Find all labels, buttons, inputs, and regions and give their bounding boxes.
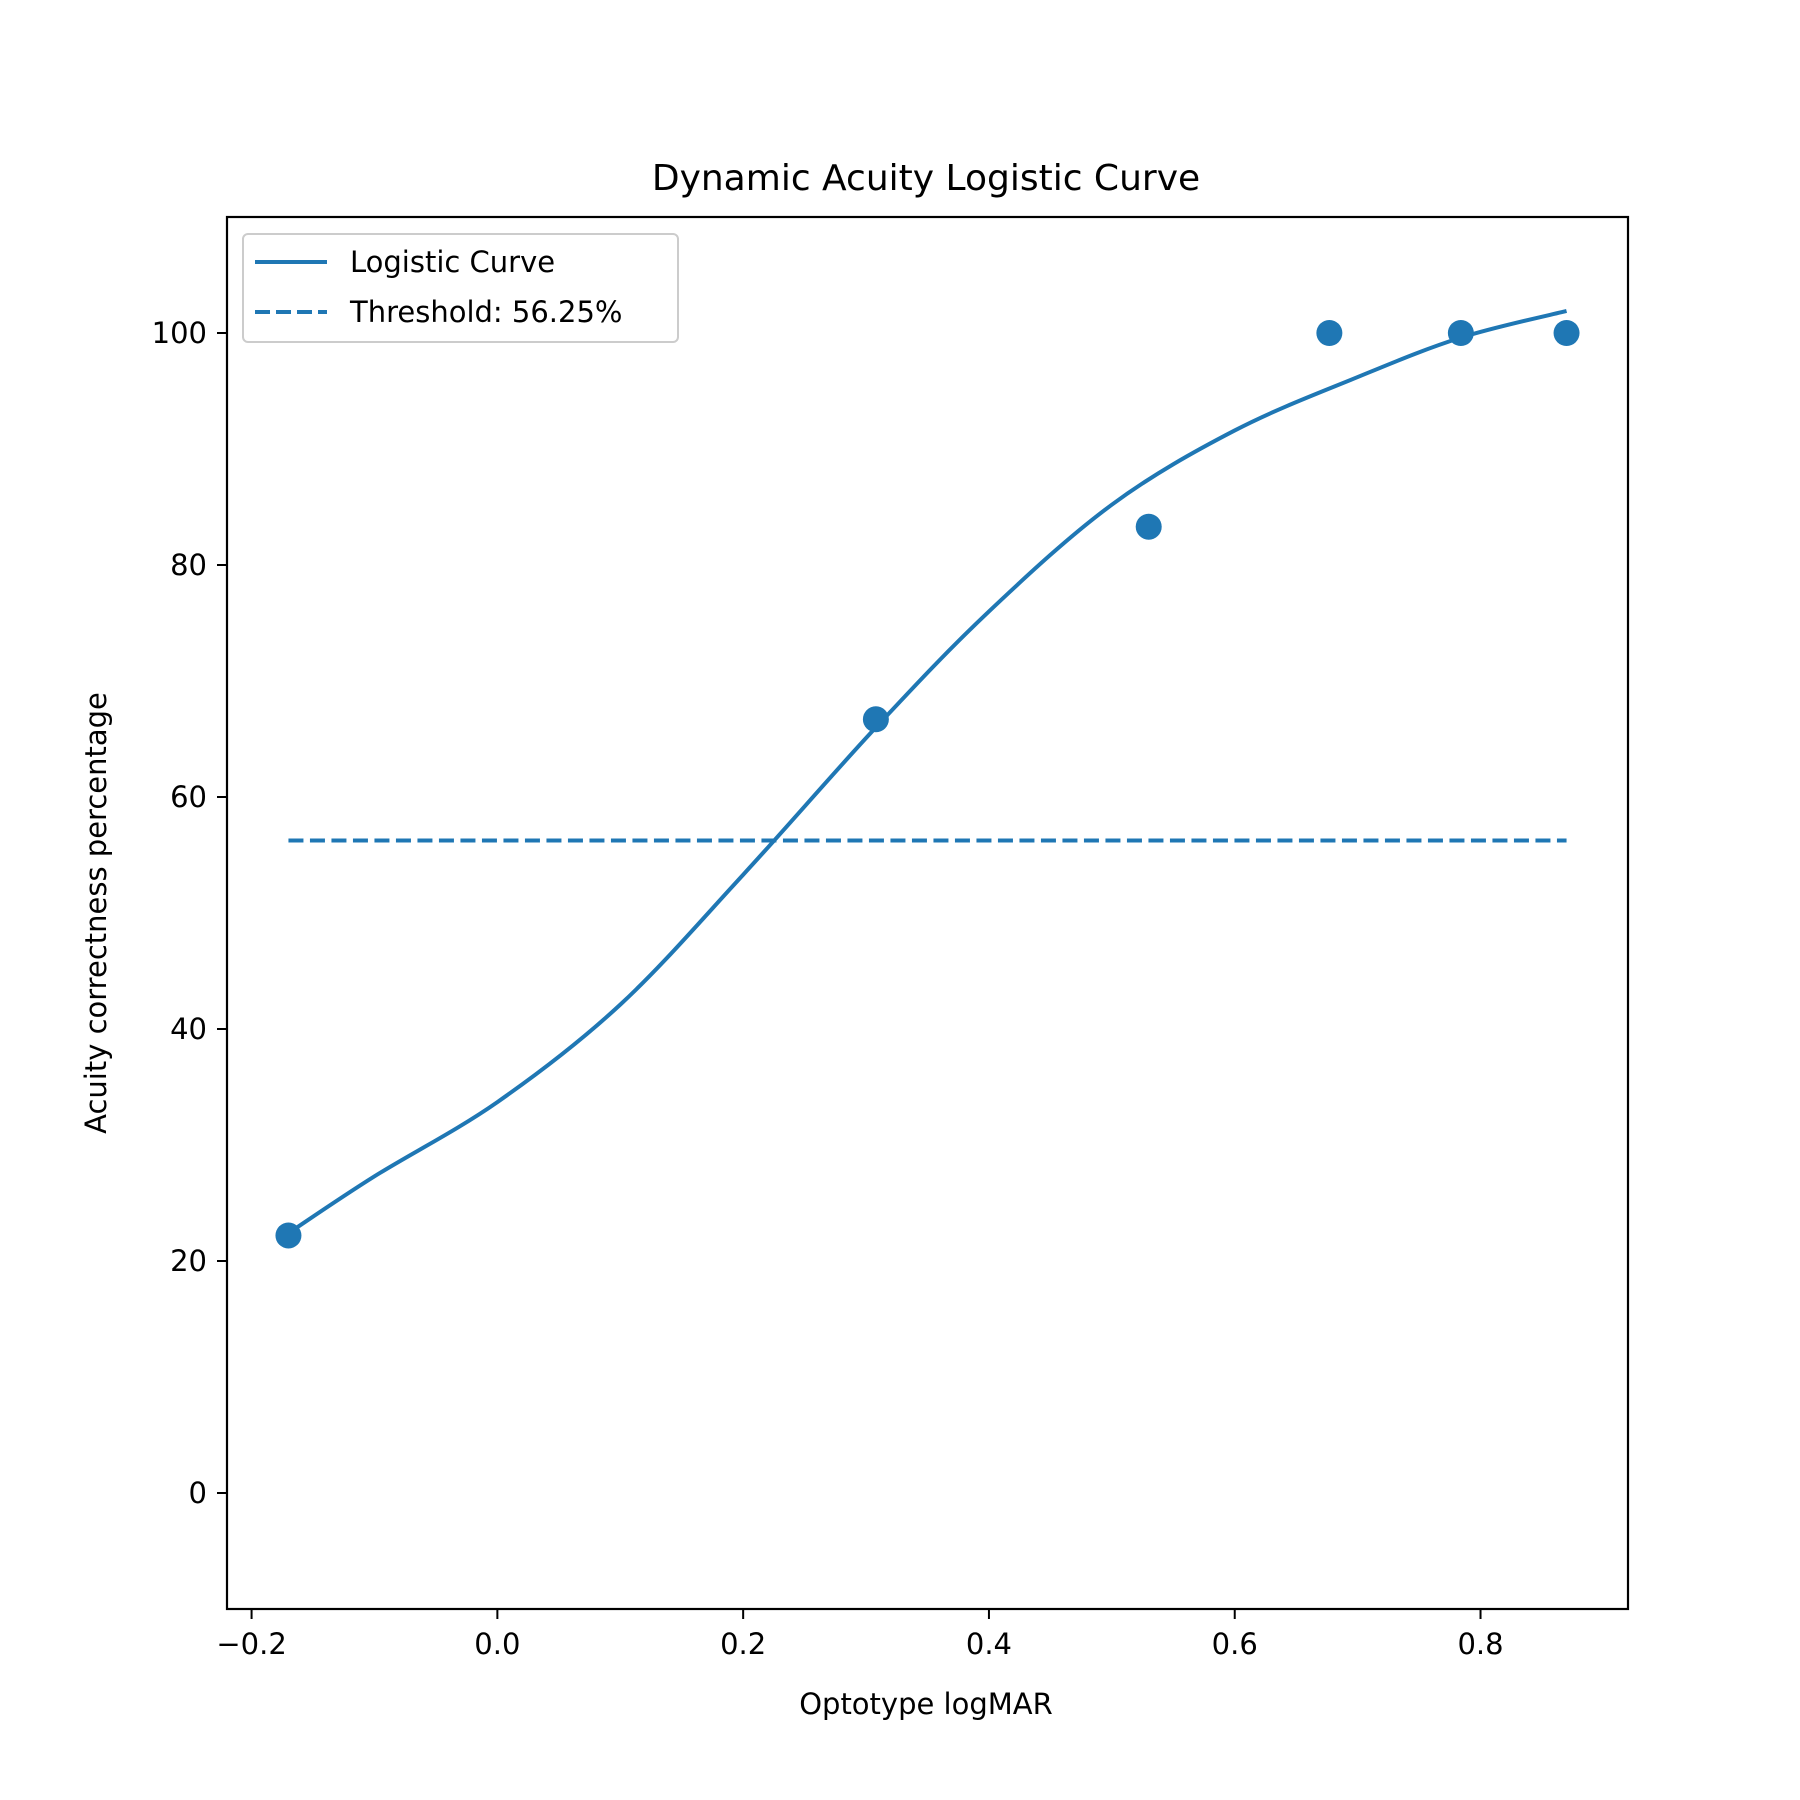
y-tick-label: 100: [152, 316, 207, 350]
x-axis-label: Optotype logMAR: [799, 1687, 1053, 1721]
data-point: [275, 1222, 301, 1248]
legend: Logistic Curve Threshold: 56.25%: [243, 234, 678, 342]
data-point: [1448, 320, 1474, 346]
y-tick-label: 80: [170, 548, 207, 582]
y-tick-label: 60: [170, 780, 207, 814]
y-axis-ticks: 0 20 40 60 80 100: [152, 316, 227, 1510]
logistic-curve-line: [288, 311, 1566, 1233]
x-tick-label: 0.0: [474, 1627, 520, 1661]
x-axis-ticks: −0.2 0.0 0.2 0.4 0.6 0.8: [216, 1609, 1503, 1661]
x-tick-label: 0.6: [1212, 1627, 1258, 1661]
x-tick-label: −0.2: [216, 1627, 286, 1661]
legend-label-logistic-curve: Logistic Curve: [350, 245, 555, 279]
legend-label-threshold: Threshold: 56.25%: [349, 295, 622, 329]
y-tick-label: 0: [189, 1476, 207, 1510]
data-point: [1136, 514, 1162, 540]
series-layer: [275, 311, 1579, 1249]
data-point: [1554, 320, 1580, 346]
axes-frame: [227, 217, 1628, 1609]
x-tick-label: 0.2: [720, 1627, 766, 1661]
data-point: [1316, 320, 1342, 346]
y-tick-label: 20: [170, 1244, 207, 1278]
x-tick-label: 0.4: [966, 1627, 1012, 1661]
y-tick-label: 40: [170, 1012, 207, 1046]
chart-title: Dynamic Acuity Logistic Curve: [652, 158, 1200, 199]
y-axis-label: Acuity correctness percentage: [79, 692, 113, 1134]
x-tick-label: 0.8: [1457, 1627, 1503, 1661]
plot-area: [227, 217, 1628, 1609]
data-point: [863, 706, 889, 732]
